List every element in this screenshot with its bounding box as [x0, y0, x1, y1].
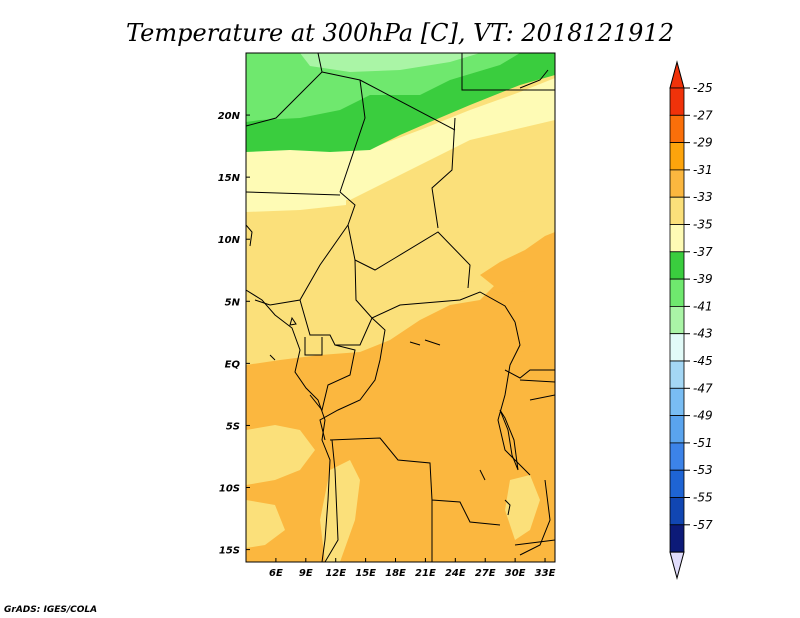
border-line: [299, 299, 373, 346]
lon-tick-label: 21E: [415, 568, 436, 579]
lon-tick-label: 24E: [445, 568, 466, 579]
colorbar-label: -35: [693, 218, 713, 232]
colorbar-label: -41: [693, 299, 713, 313]
border-line: [514, 539, 555, 546]
colorbar-label: -33: [693, 190, 713, 204]
colorbar-swatch: [669, 196, 685, 225]
lat-tick-label: 5S: [226, 421, 240, 432]
border-line: [529, 394, 555, 401]
colorbar-label: -53: [693, 463, 713, 477]
field-green-mid: [246, 53, 520, 122]
colorbar-label: -49: [693, 409, 713, 423]
temperature-field: [246, 53, 555, 562]
coastline: [519, 69, 549, 89]
border-line: [324, 439, 339, 562]
colorbar-swatch: [669, 524, 685, 553]
colorbar-label: -51: [693, 436, 713, 450]
colorbar-swatch: [669, 224, 685, 253]
colorbar-swatch: [669, 305, 685, 335]
field-yellow-patch-s: [320, 460, 360, 562]
island-outline: [269, 354, 276, 361]
colorbar-swatch: [669, 114, 685, 144]
lake-outline: [499, 409, 519, 471]
lat-tick-label: 5N: [225, 297, 241, 308]
border-line: [246, 191, 341, 196]
field-orange-east: [480, 232, 555, 295]
border-line: [339, 191, 471, 289]
longitude-axis: 6E 9E 12E 15E 18E 21E 24E 27E 30E 33E: [269, 558, 556, 579]
colorbar-label: -43: [693, 327, 713, 341]
field-pale-yellow-north: [246, 78, 555, 205]
island-outline: [289, 316, 297, 326]
colorbar-lower-arrow: [669, 551, 685, 581]
coastline: [246, 224, 253, 247]
colorbar-label: -55: [693, 491, 713, 505]
lat-tick-label: 10N: [218, 235, 241, 246]
border-line: [339, 79, 366, 193]
field-yellow-patch-w: [246, 425, 315, 485]
colorbar-swatch: [669, 415, 685, 444]
colorbar-swatch: [669, 333, 685, 362]
lon-tick-label: 9E: [299, 568, 313, 579]
colorbar-swatch: [669, 142, 685, 171]
colorbar-swatch: [669, 169, 685, 198]
lake-outline: [479, 469, 486, 481]
border-line: [354, 259, 516, 323]
colorbar-upper-arrow: [669, 60, 685, 89]
colorbar-swatch: [669, 251, 685, 280]
colorbar-label: -37: [693, 245, 713, 259]
lon-tick-label: 15E: [355, 568, 376, 579]
lat-tick-label: EQ: [225, 359, 241, 370]
latitude-axis: 20N 15N 10N 5N EQ 5S 10S 15S: [218, 111, 250, 557]
field-green-light: [300, 53, 480, 72]
border-line: [329, 437, 501, 526]
country-boundaries: [246, 53, 555, 562]
lake-outline: [504, 499, 511, 516]
colorbar-swatch: [669, 469, 685, 498]
lat-tick-label: 15N: [218, 173, 241, 184]
lat-tick-label: 15S: [219, 546, 240, 557]
lon-tick-label: 18E: [385, 568, 406, 579]
colorbar-swatch: [669, 387, 685, 416]
colorbar-label: -39: [693, 272, 713, 286]
colorbar-swatch: [669, 442, 685, 471]
border-line: [431, 117, 456, 229]
field-orange-south: [246, 240, 555, 562]
colorbar-swatch: [669, 278, 685, 307]
colorbar-label: -45: [693, 354, 713, 368]
border-line: [304, 337, 323, 356]
credit-label: GrADS: IGES/COLA: [4, 605, 97, 615]
colorbar-swatch: [669, 87, 685, 116]
colorbar-label: -25: [693, 81, 713, 95]
map-frame: [245, 52, 556, 563]
colorbar-label: -27: [693, 108, 713, 122]
lat-tick-label: 20N: [218, 111, 241, 122]
colorbar: -25 -27 -29 -31 -33 -35 -37 -39 -41 -43 -45 -47 -49 -…: [669, 60, 713, 581]
border-line: [519, 479, 551, 556]
map-title: Temperature at 300hPa [C], VT: 201812191…: [126, 19, 674, 47]
border-line: [519, 379, 555, 383]
colorbar-swatch: [669, 497, 685, 526]
lon-tick-label: 6E: [269, 568, 283, 579]
colorbar-label: -31: [693, 163, 713, 177]
lat-tick-label: 10S: [219, 484, 240, 495]
field-yellow-patch-sw: [246, 500, 285, 548]
border-line: [461, 53, 555, 91]
border-line: [309, 344, 356, 412]
colorbar-swatch: [669, 360, 685, 389]
lon-tick-label: 27E: [475, 568, 496, 579]
lon-tick-label: 33E: [535, 568, 556, 579]
lon-tick-label: 12E: [325, 568, 346, 579]
lake-outline: [409, 339, 441, 346]
border-line: [504, 369, 555, 379]
colorbar-label: -47: [693, 381, 713, 395]
colorbar-label: -29: [693, 136, 713, 150]
border-line: [246, 53, 323, 127]
coastline: [246, 289, 331, 562]
border-line: [319, 317, 386, 441]
field-yellow-patch-se: [505, 475, 540, 540]
colorbar-label: -57: [693, 518, 713, 532]
lon-tick-label: 30E: [505, 568, 526, 579]
